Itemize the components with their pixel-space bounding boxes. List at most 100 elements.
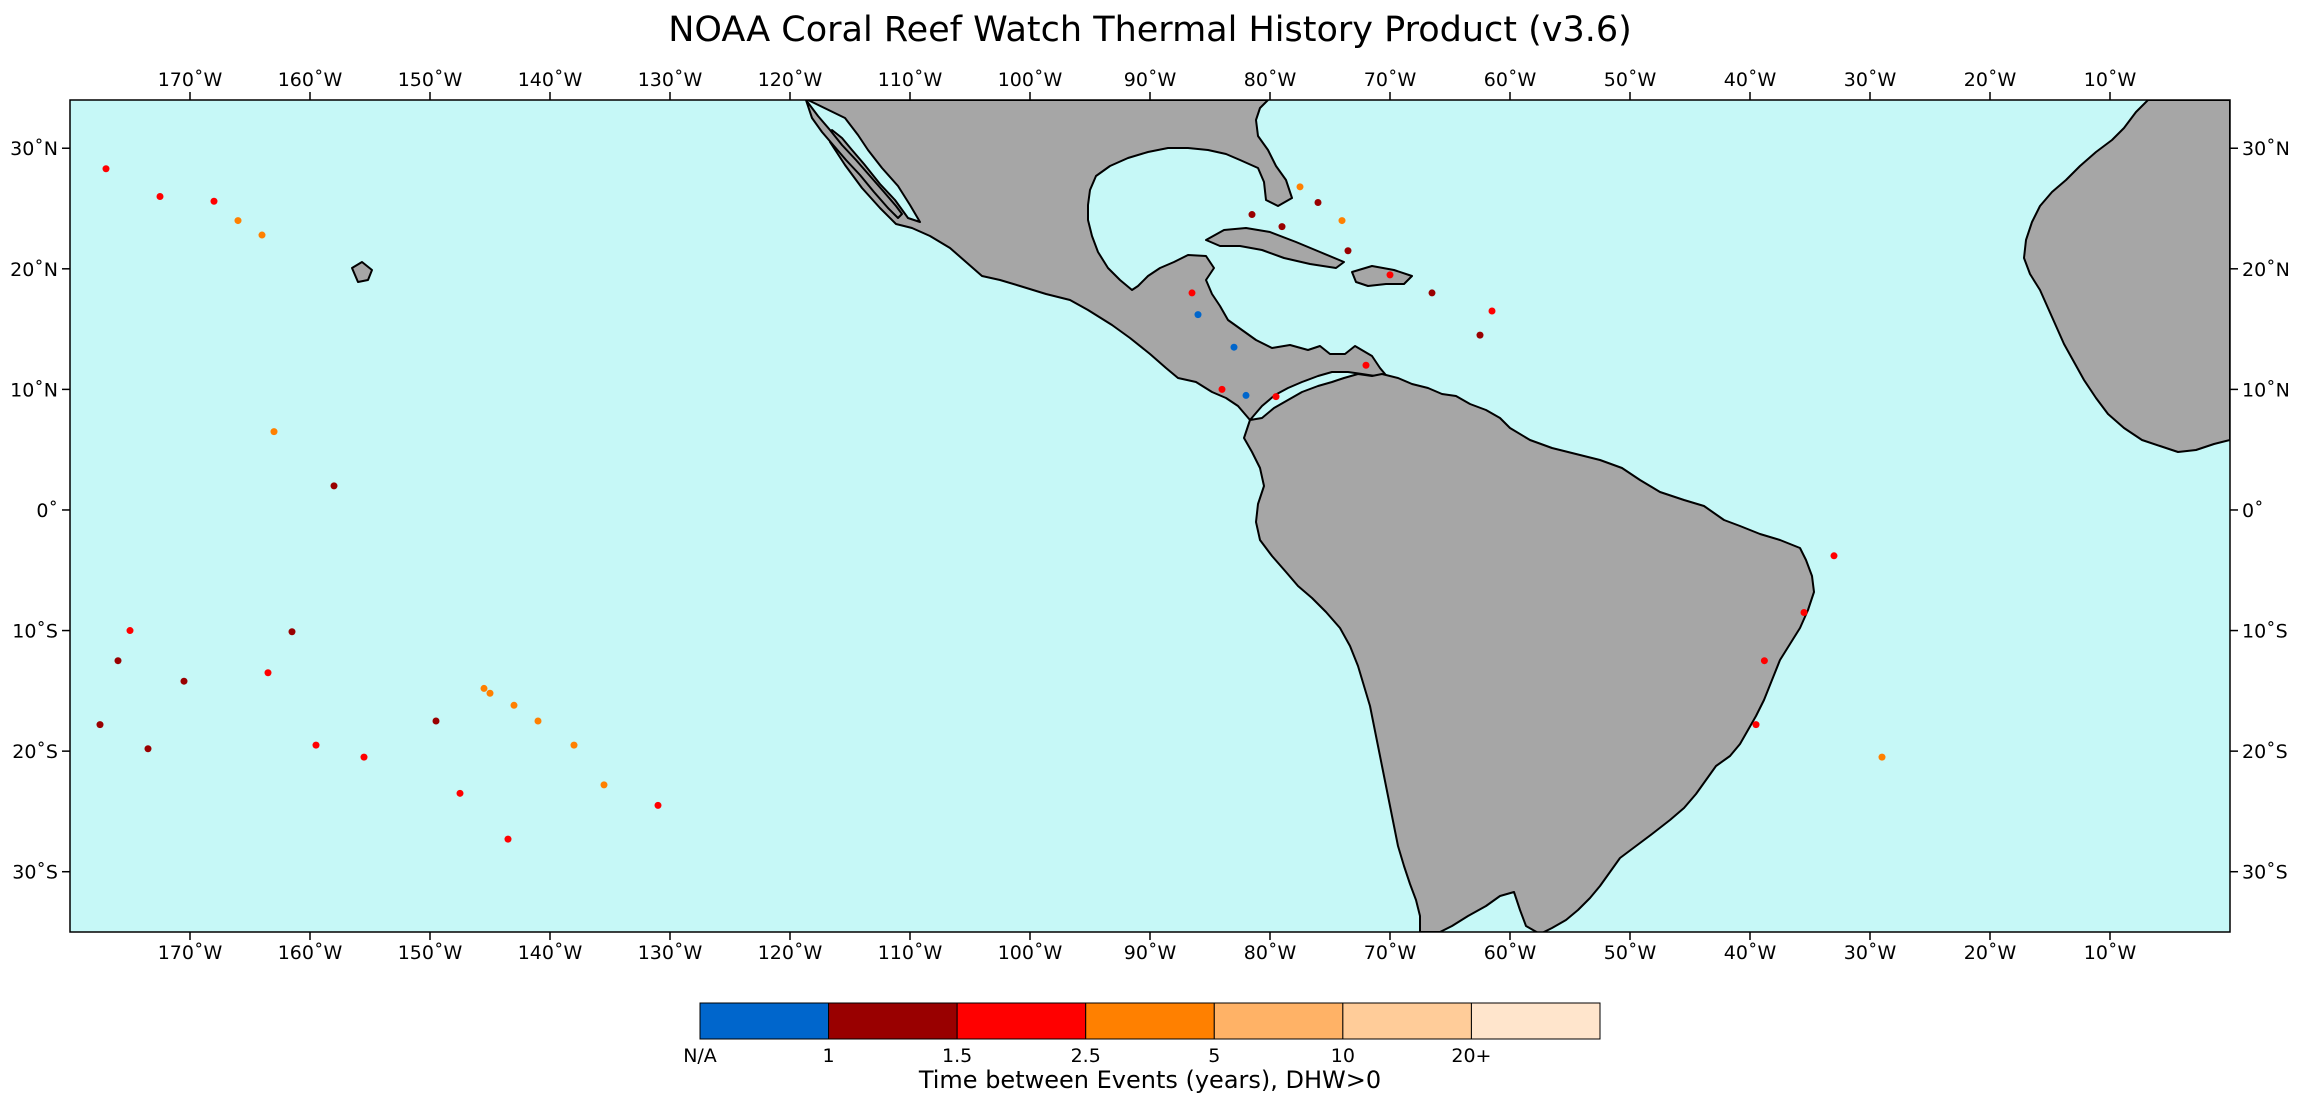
lon-tick-label-bottom: 110˚W (878, 942, 943, 964)
lat-tick-label-right: 30˚S (2242, 862, 2288, 884)
lon-tick-label-top: 30˚W (1844, 69, 1897, 91)
lon-tick-label-bottom: 150˚W (398, 942, 463, 964)
lat-tick-label-right: 20˚N (2242, 259, 2290, 281)
lon-tick-label-top: 170˚W (158, 69, 223, 91)
reef-event-marker (156, 192, 164, 200)
reef-event-marker (1188, 289, 1196, 297)
reef-event-marker (1248, 211, 1256, 219)
reef-event-marker (1242, 391, 1250, 399)
colorbar-bin (1342, 1002, 1472, 1040)
reef-event-marker (480, 684, 488, 692)
land-hawaii (351, 261, 373, 283)
lat-tick-label-right: 30˚N (2242, 138, 2290, 160)
reef-event-marker (456, 789, 464, 797)
lat-tick-label-right: 10˚N (2242, 379, 2290, 401)
reef-event-marker (570, 741, 578, 749)
colorbar-label: Time between Events (years), DHW>0 (918, 1066, 1382, 1094)
reef-event-marker (1230, 343, 1238, 351)
reef-event-marker (1314, 198, 1322, 206)
lat-tick-label-right: 20˚S (2242, 741, 2288, 763)
reef-event-marker (1760, 657, 1768, 665)
reef-event-marker (270, 428, 278, 436)
lon-tick-label-bottom: 130˚W (638, 942, 703, 964)
reef-event-marker (654, 801, 662, 809)
colorbar-bin (1213, 1002, 1344, 1040)
colorbar-bin (1085, 1002, 1215, 1040)
reef-event-marker (1386, 271, 1394, 279)
lat-tick-label-left: 10˚S (12, 621, 58, 643)
lat-tick-label-left: 20˚N (10, 259, 58, 281)
lon-tick-label-bottom: 90˚W (1124, 942, 1177, 964)
lon-tick-label-top: 80˚W (1244, 69, 1297, 91)
lat-tick-label-right: 10˚S (2242, 621, 2288, 643)
ocean-background (70, 100, 2230, 932)
lon-tick-label-top: 40˚W (1724, 69, 1777, 91)
colorbar-tick-label: N/A (683, 1045, 717, 1067)
lat-tick-label-left: 0˚ (36, 500, 58, 522)
lon-tick-label-bottom: 120˚W (758, 942, 823, 964)
reef-event-marker (114, 657, 122, 665)
lon-tick-label-bottom: 70˚W (1364, 942, 1417, 964)
reef-events-layer (96, 165, 1886, 843)
colorbar-tick-label: 5 (1208, 1045, 1221, 1067)
reef-event-marker (234, 217, 242, 225)
land-hispaniola (1351, 265, 1413, 287)
reef-event-marker (312, 741, 320, 749)
colorbar-tick-label: 1 (822, 1045, 835, 1067)
lon-tick-label-bottom: 170˚W (158, 942, 223, 964)
lat-tick-label-left: 10˚N (10, 379, 58, 401)
reef-event-marker (1476, 331, 1484, 339)
reef-event-marker (288, 628, 296, 636)
lat-tick-label-left: 20˚S (12, 741, 58, 763)
reef-event-marker (1830, 552, 1838, 560)
lon-tick-label-top: 160˚W (278, 69, 343, 91)
reef-event-marker (1878, 753, 1886, 761)
lon-tick-label-top: 140˚W (518, 69, 583, 91)
lon-tick-label-top: 10˚W (2084, 69, 2137, 91)
reef-event-marker (360, 753, 368, 761)
lon-tick-label-top: 90˚W (1124, 69, 1177, 91)
land-north-america (807, 100, 1391, 421)
colorbar-bin (956, 1002, 1087, 1040)
reef-event-marker (504, 835, 512, 843)
lon-tick-label-bottom: 20˚W (1964, 942, 2017, 964)
colorbar-tick-label: 2.5 (1070, 1045, 1101, 1067)
colorbar-tick-label: 20+ (1451, 1045, 1492, 1067)
lon-tick-label-top: 50˚W (1604, 69, 1657, 91)
lat-tick-label-left: 30˚S (12, 862, 58, 884)
lon-tick-label-bottom: 10˚W (2084, 942, 2137, 964)
lon-tick-label-bottom: 140˚W (518, 942, 583, 964)
lon-tick-label-top: 60˚W (1484, 69, 1537, 91)
reef-event-marker (1218, 385, 1226, 393)
lon-tick-label-bottom: 160˚W (278, 942, 343, 964)
land-cuba (1205, 227, 1345, 269)
land-africa (2023, 100, 2230, 453)
reef-event-marker (1296, 183, 1304, 191)
lon-tick-label-bottom: 40˚W (1724, 942, 1777, 964)
reef-event-marker (1278, 223, 1286, 231)
land-south-america (1243, 373, 1815, 932)
reef-event-marker (1800, 608, 1808, 616)
lon-tick-label-top: 110˚W (878, 69, 943, 91)
colorbar (699, 1002, 1601, 1040)
colorbar-tick-label: 10 (1330, 1045, 1355, 1067)
reef-event-marker (432, 717, 440, 725)
reef-event-marker (486, 689, 494, 697)
reef-event-marker (1338, 217, 1346, 225)
reef-event-marker (210, 197, 218, 205)
reef-event-marker (258, 231, 266, 239)
reef-event-marker (126, 627, 134, 635)
colorbar-outline (699, 1002, 1601, 1040)
reef-event-marker (1272, 393, 1280, 401)
lon-tick-label-bottom: 50˚W (1604, 942, 1657, 964)
colorbar-tick-label: 1.5 (942, 1045, 973, 1067)
lon-tick-label-top: 130˚W (638, 69, 703, 91)
reef-event-marker (96, 721, 104, 729)
lon-tick-label-top: 120˚W (758, 69, 823, 91)
reef-event-marker (1344, 247, 1352, 255)
reef-event-marker (102, 165, 110, 173)
reef-event-marker (180, 677, 188, 685)
map-title: NOAA Coral Reef Watch Thermal History Pr… (668, 10, 1632, 50)
reef-event-marker (1428, 289, 1436, 297)
